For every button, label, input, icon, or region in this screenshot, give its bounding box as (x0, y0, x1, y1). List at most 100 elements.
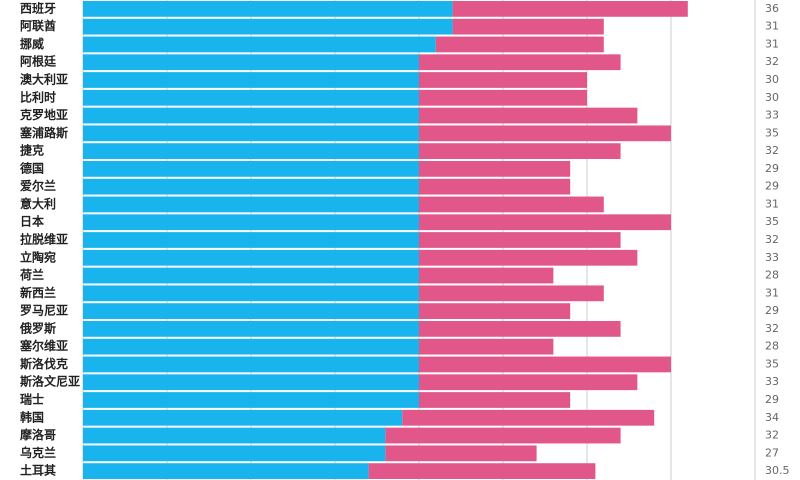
bar-segment (419, 285, 604, 302)
bar-segment (83, 196, 419, 213)
bar-segment (419, 54, 621, 71)
category-label: 比利时 (20, 89, 56, 104)
category-label: 澳大利亚 (20, 72, 68, 87)
bar-segment (452, 18, 604, 35)
total-label: 30 (765, 91, 779, 104)
bar-segment (83, 214, 419, 231)
bar-segment (419, 303, 571, 319)
total-label: 29 (765, 162, 779, 175)
bar-segment (419, 249, 638, 266)
total-label: 32 (765, 322, 779, 335)
total-label: 28 (765, 269, 779, 282)
bar-segment (402, 409, 655, 426)
bar-segment (83, 338, 419, 355)
total-label: 36 (765, 2, 779, 15)
total-label: 32 (765, 144, 779, 157)
total-label: 30.5 (765, 464, 790, 477)
bar-segment (419, 178, 571, 195)
total-label: 32 (765, 233, 779, 246)
category-label: 瑞士 (20, 392, 44, 407)
bar-segment (419, 392, 571, 408)
bar-segment (83, 125, 419, 142)
bar-segment (419, 89, 587, 106)
total-label: 29 (765, 180, 779, 193)
bar-segment (83, 445, 386, 462)
bar-segment (83, 285, 419, 302)
total-label: 33 (765, 109, 779, 122)
bar-segment (83, 18, 453, 35)
total-label: 29 (765, 304, 779, 317)
category-label: 新西兰 (20, 285, 56, 300)
category-label: 立陶宛 (20, 249, 56, 264)
total-label: 32 (765, 429, 779, 442)
category-label: 意大利 (20, 196, 56, 211)
category-label: 挪威 (20, 36, 44, 51)
bar-segment (419, 321, 621, 337)
category-label: 塞浦路斯 (20, 125, 68, 140)
bar-segment (83, 232, 419, 248)
bar-segment (83, 54, 419, 71)
bar-segment (83, 249, 419, 266)
total-label: 29 (765, 393, 779, 406)
category-label: 罗马尼亚 (20, 303, 68, 318)
category-label: 韩国 (20, 409, 44, 424)
total-label: 35 (765, 126, 779, 139)
bar-segment (83, 427, 386, 444)
category-label: 西班牙 (20, 0, 56, 15)
bar-segment (83, 392, 419, 408)
bar-segment (83, 107, 419, 124)
category-label: 德国 (20, 160, 44, 175)
total-label: 33 (765, 375, 779, 388)
bar-segment (435, 36, 604, 53)
category-label: 塞尔维亚 (20, 338, 68, 353)
total-label: 35 (765, 357, 779, 370)
bar-segment (83, 36, 436, 53)
bar-segment (368, 463, 596, 479)
bar-segment (83, 178, 419, 195)
bar-segment (83, 161, 419, 177)
bar-segment (83, 72, 419, 88)
total-label: 31 (765, 37, 779, 50)
category-label: 日本 (20, 214, 44, 229)
category-label: 捷克 (20, 143, 44, 158)
total-label: 31 (765, 20, 779, 33)
bar-segment (419, 214, 671, 231)
bar-segment (419, 374, 638, 391)
bar-segment (419, 232, 621, 248)
bar-segment (385, 445, 537, 462)
bar-segment (419, 356, 671, 373)
bar-segment (83, 143, 419, 159)
bar-segment (419, 72, 587, 88)
category-label: 克罗地亚 (20, 107, 68, 122)
category-label: 斯洛伐克 (20, 356, 68, 371)
category-label: 拉脱维亚 (20, 232, 68, 247)
total-label: 33 (765, 251, 779, 264)
bar-segment (419, 338, 554, 355)
bar-segment (83, 89, 419, 106)
category-label: 爱尔兰 (20, 178, 56, 193)
total-label: 35 (765, 215, 779, 228)
total-label: 34 (765, 411, 779, 424)
bar-segment (452, 1, 688, 17)
bar-segment (419, 267, 554, 284)
category-label: 阿联酋 (20, 18, 56, 33)
total-label: 32 (765, 55, 779, 68)
category-label: 乌克兰 (20, 445, 56, 460)
category-label: 俄罗斯 (19, 320, 56, 335)
total-label: 31 (765, 197, 779, 210)
total-label: 28 (765, 340, 779, 353)
category-label: 荷兰 (19, 267, 44, 282)
bar-segment (419, 161, 571, 177)
total-label: 31 (765, 286, 779, 299)
category-label: 摩洛哥 (20, 427, 56, 442)
category-label: 土耳其 (20, 463, 56, 478)
bar-segment (419, 196, 604, 213)
bar-segment (83, 356, 419, 373)
total-label: 30 (765, 73, 779, 86)
bar-segment (83, 463, 369, 479)
category-label: 阿根廷 (20, 54, 57, 69)
category-label: 斯洛文尼亚 (20, 374, 80, 389)
total-label: 27 (765, 446, 779, 459)
bar-segment (83, 321, 419, 337)
